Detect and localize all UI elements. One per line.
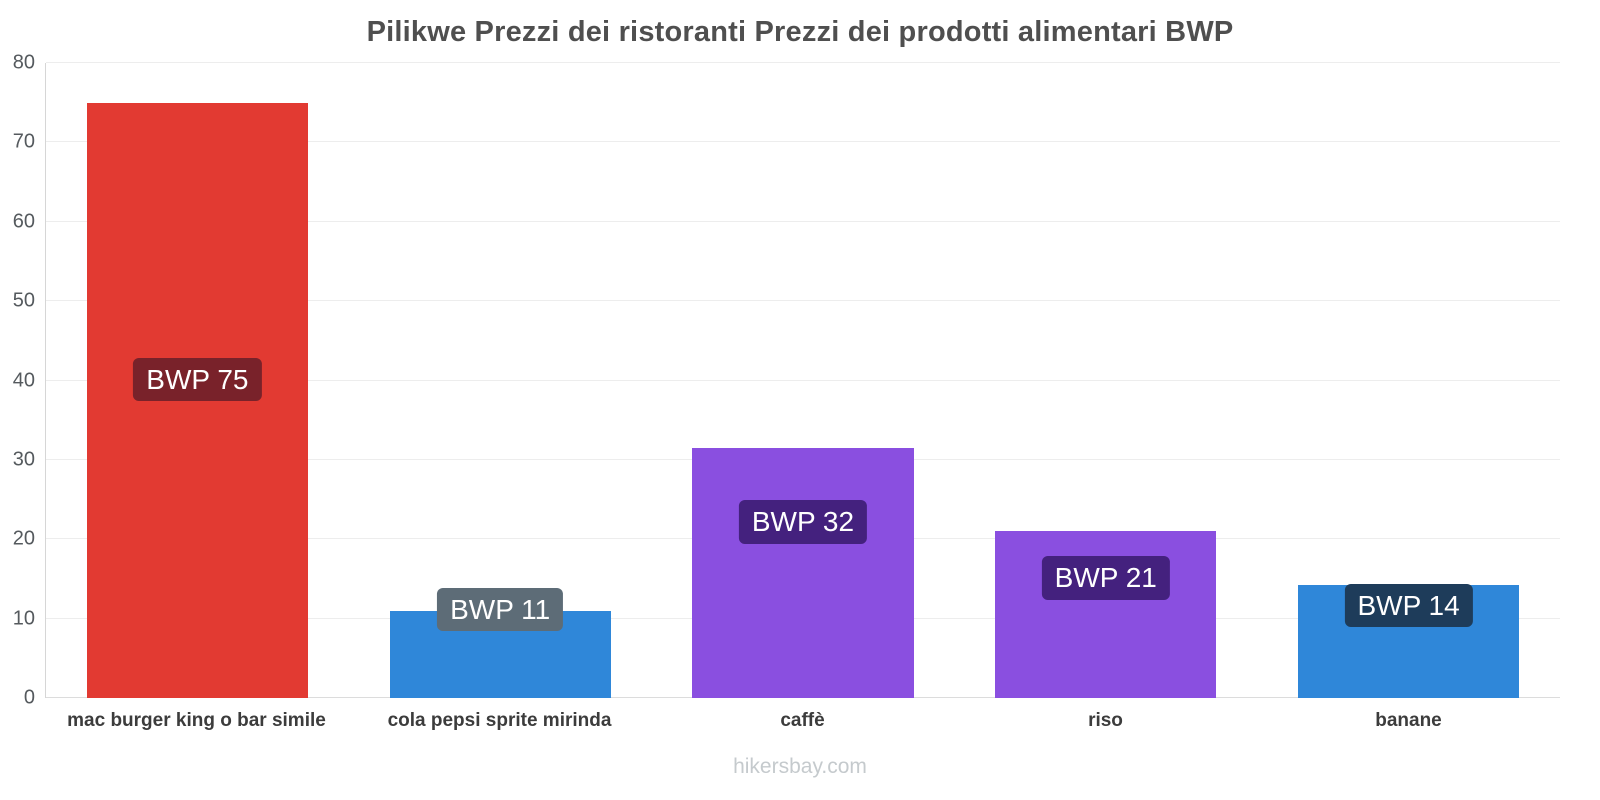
- x-axis-label: caffè: [780, 710, 825, 731]
- y-tick-label: 70: [12, 130, 35, 153]
- bar-value-badge: BWP 21: [1041, 555, 1170, 600]
- bar-4: BWP 21: [995, 531, 1217, 698]
- bar-value-badge: BWP 75: [133, 357, 262, 402]
- plot-area: BWP 75 BWP 11 BWP 32 BWP 21 BWP 14: [45, 62, 1560, 698]
- bar-2: BWP 11: [389, 587, 611, 698]
- bar-1: BWP 75: [86, 102, 308, 698]
- bar-3: BWP 32: [692, 447, 914, 698]
- bar-5: BWP 14: [1298, 583, 1520, 698]
- y-tick-label: 10: [12, 607, 35, 630]
- y-tick-label: 20: [12, 527, 35, 550]
- y-tick-label: 0: [23, 686, 35, 709]
- bar-slot: BWP 32: [652, 447, 955, 698]
- x-axis-label: riso: [1088, 710, 1123, 731]
- y-tick-label: 40: [12, 369, 35, 391]
- gridline: [46, 220, 1560, 222]
- chart-title: Pilikwe Prezzi dei ristoranti Prezzi dei…: [366, 16, 1234, 48]
- bars-container: BWP 75 BWP 11 BWP 32 BWP 21 BWP 14: [46, 63, 1560, 698]
- bar-slot: BWP 21: [954, 531, 1257, 698]
- x-axis: mac burger king o bar simile cola pepsi s…: [45, 710, 1560, 732]
- gridline: [46, 300, 1560, 302]
- bar-value-badge: BWP 14: [1344, 583, 1473, 628]
- x-axis-label: cola pepsi sprite mirinda: [387, 710, 612, 731]
- gridline: [46, 379, 1560, 381]
- gridline: [46, 62, 1560, 63]
- x-axis-label: banane: [1375, 710, 1442, 731]
- y-tick-label: 60: [12, 210, 35, 233]
- bar-value-badge: BWP 32: [738, 500, 868, 544]
- y-tick-label: 50: [12, 289, 35, 312]
- x-axis-label: mac burger king o bar simile: [67, 710, 326, 731]
- gridline: [46, 141, 1560, 143]
- bar-slot: BWP 11: [349, 587, 652, 698]
- bar-slot: BWP 14: [1257, 583, 1560, 698]
- y-tick-label: 30: [12, 448, 35, 471]
- y-axis: 0 10 20 30 40 50 60 70 80: [0, 52, 45, 709]
- watermark: hikersbay.com: [733, 755, 867, 778]
- y-tick-label: 80: [12, 51, 35, 74]
- bar-value-badge: BWP 11: [437, 587, 564, 632]
- bar-slot: BWP 75: [46, 102, 349, 698]
